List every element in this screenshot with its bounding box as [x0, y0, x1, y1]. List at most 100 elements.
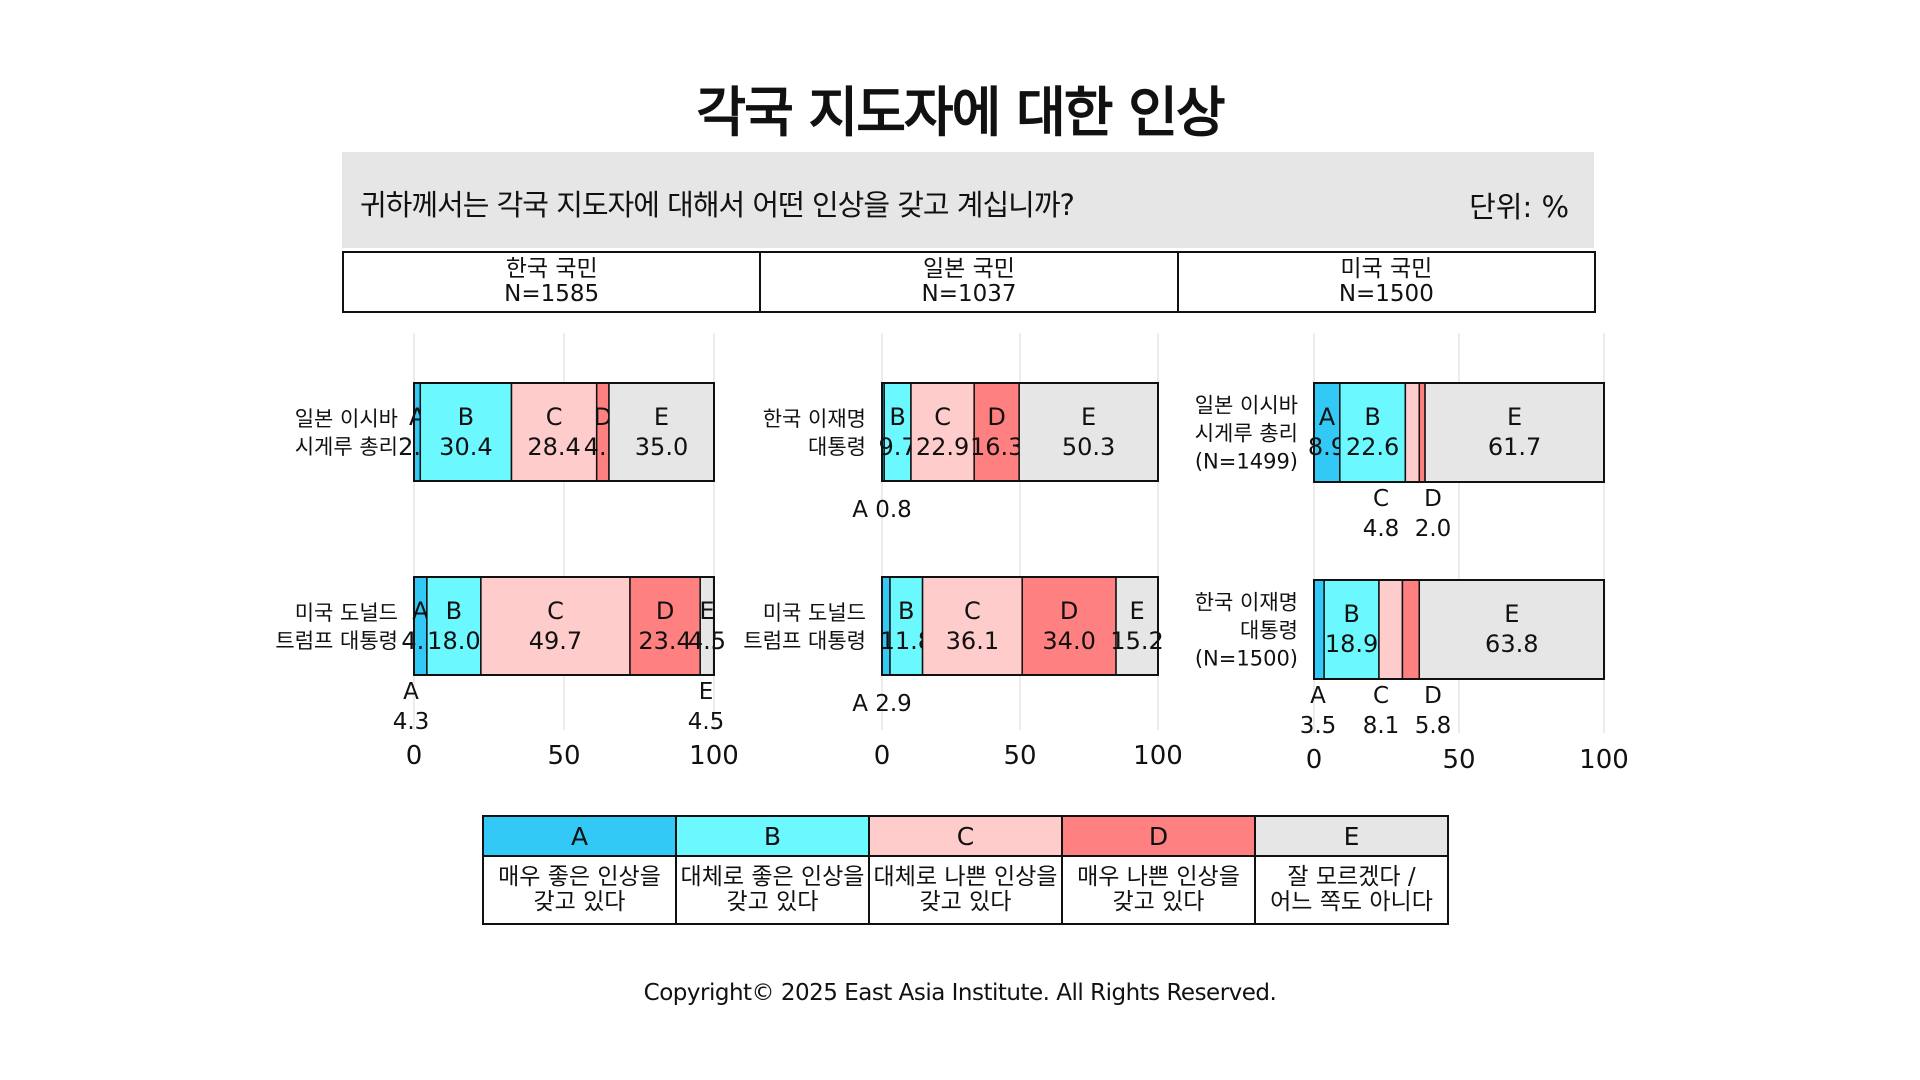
legend-desc-line: 갖고 있다	[533, 889, 626, 915]
row-label: 트럼프 대통령	[743, 629, 866, 653]
segment-letter: B	[446, 597, 462, 625]
row-label: 한국 이재명	[1195, 591, 1298, 615]
row-label: 일본 이시바	[295, 407, 398, 431]
bar-segment	[480, 576, 631, 676]
segment-callout-letter: C	[1373, 486, 1389, 512]
segment-letter: E	[699, 597, 714, 625]
row-label: 대통령	[1240, 619, 1298, 643]
bar-segment	[910, 382, 975, 482]
legend-key-a: A	[482, 815, 677, 857]
segment-letter: D	[594, 403, 612, 431]
group-header-korea: 한국 국민 N=1585	[344, 253, 759, 311]
group-header-usa: 미국 국민 N=1500	[1176, 253, 1594, 311]
segment-callout-value: 4.8	[1363, 516, 1400, 542]
legend-desc-a: 매우 좋은 인상을 갖고 있다	[482, 855, 677, 925]
segment-letter: C	[934, 403, 951, 431]
row-label: (N=1499)	[1195, 450, 1298, 474]
group-sample-size: N=1500	[1338, 281, 1434, 307]
legend-desc-line: 갖고 있다	[1112, 889, 1205, 915]
x-tick-label: 50	[1442, 745, 1475, 775]
row-label: 시게루 총리	[295, 435, 398, 459]
segment-letter: A	[1319, 403, 1336, 431]
legend-desc-line: 어느 쪽도 아니다	[1270, 889, 1433, 915]
segment-value: 50.3	[1062, 433, 1115, 461]
segment-letter: C	[964, 597, 981, 625]
bar-segment	[1418, 382, 1426, 483]
segment-letter: B	[458, 403, 474, 431]
segment-value: 28.4	[527, 433, 580, 461]
bar-segment	[1323, 579, 1380, 680]
bar-segment	[419, 382, 513, 482]
group-name: 한국 국민	[505, 256, 598, 282]
segment-letter: B	[1364, 403, 1380, 431]
segment-callout-letter: D	[1424, 486, 1442, 512]
row-label: 일본 이시바	[1195, 394, 1298, 418]
unit-label: 단위: %	[1469, 190, 1569, 224]
legend: A B C D E 매우 좋은 인상을 갖고 있다 대체로 좋은 인상을 갖고 있다…	[482, 815, 1449, 925]
legend-desc-line: 대체로 나쁜 인상을	[873, 864, 1058, 890]
segment-value: 22.6	[1346, 433, 1399, 461]
segment-letter: B	[889, 403, 905, 431]
x-tick-label: 100	[1579, 745, 1629, 775]
segment-callout-value: 8.1	[1363, 713, 1400, 739]
group-sample-size: N=1037	[921, 281, 1017, 307]
legend-key-b: B	[675, 815, 870, 857]
bar-segment	[1115, 576, 1159, 676]
legend-desc-c: 대체로 나쁜 인상을 갖고 있다	[868, 855, 1063, 925]
row-label: (N=1500)	[1195, 647, 1298, 671]
bar-segment	[426, 576, 482, 676]
segment-value: 49.7	[529, 627, 582, 655]
segment-letter: E	[654, 403, 669, 431]
segment-letter: E	[1129, 597, 1144, 625]
legend-desc-line: 잘 모르겠다 /	[1287, 864, 1416, 890]
segment-letter: D	[1060, 597, 1078, 625]
group-header-japan: 일본 국민 N=1037	[759, 253, 1176, 311]
segment-callout-letter: E	[699, 679, 714, 705]
segment-callout-value: 3.5	[1300, 713, 1337, 739]
bar-segment	[1404, 382, 1421, 483]
row-label: 시게루 총리	[1195, 422, 1298, 446]
segment-callout-letter: A	[403, 679, 419, 705]
segment-callout: A 2.9	[852, 691, 912, 717]
bar-segment	[510, 382, 598, 482]
x-tick-label: 50	[547, 741, 580, 771]
segment-value: 34.0	[1042, 627, 1095, 655]
group-sample-size: N=1585	[504, 281, 600, 307]
segment-callout: A 0.8	[852, 497, 912, 523]
row-label: 트럼프 대통령	[275, 629, 398, 653]
segment-value: 63.8	[1485, 630, 1538, 658]
segment-value: 36.1	[946, 627, 999, 655]
bar-outline	[881, 382, 1159, 482]
segment-letter: E	[1507, 403, 1522, 431]
segment-value: 4.5	[688, 627, 726, 655]
bar-segment	[921, 576, 1023, 676]
segment-letter: B	[898, 597, 914, 625]
segment-callout-value: 2.0	[1415, 516, 1452, 542]
bar-segment	[889, 576, 924, 676]
legend-desc-line: 매우 나쁜 인상을	[1077, 864, 1240, 890]
bar-segment	[608, 382, 715, 482]
bar-outline	[413, 382, 715, 482]
x-tick-label: 0	[406, 741, 423, 771]
bar-segment	[1313, 579, 1325, 680]
segment-value: 23.4	[638, 627, 691, 655]
bar-outline	[881, 576, 1159, 676]
segment-callout-value: 4.5	[688, 709, 725, 735]
segment-callout-letter: D	[1424, 683, 1442, 709]
row-label: 미국 도널드	[763, 601, 866, 625]
row-label: 대통령	[808, 435, 866, 459]
segment-value: 18.9	[1325, 630, 1378, 658]
segment-letter: C	[546, 403, 563, 431]
bar-segment	[1021, 576, 1117, 676]
question-text: 귀하께서는 각국 지도자에 대해서 어떤 인상을 갖고 계십니까?	[360, 188, 1075, 222]
segment-value: 15.2	[1110, 627, 1163, 655]
bar-segment	[1424, 382, 1605, 483]
x-tick-label: 100	[1133, 741, 1183, 771]
segment-value: 18.0	[427, 627, 480, 655]
segment-letter: D	[987, 403, 1005, 431]
segment-value: 35.0	[635, 433, 688, 461]
segment-letter: E	[1081, 403, 1096, 431]
legend-desc-line: 대체로 좋은 인상을	[680, 864, 865, 890]
segment-letter: C	[547, 597, 564, 625]
bar-segment	[699, 576, 715, 676]
